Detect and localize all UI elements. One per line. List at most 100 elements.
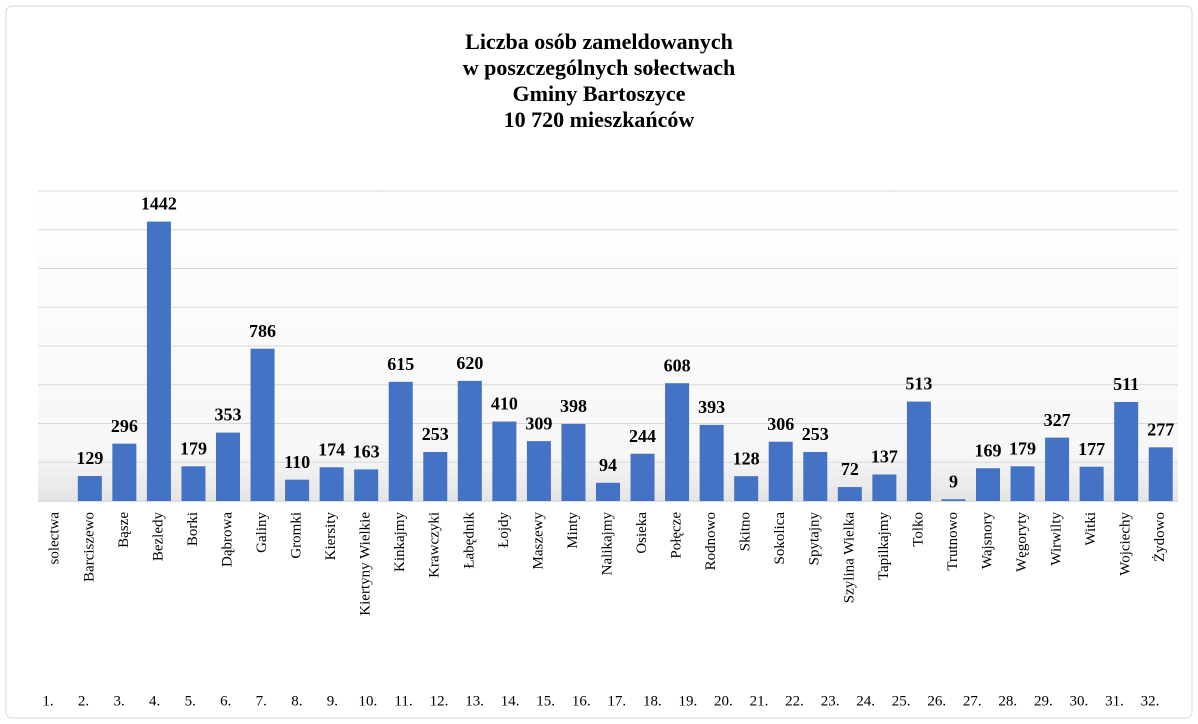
row-number: 30. — [1070, 693, 1089, 709]
value-label: 179 — [180, 438, 207, 458]
value-label: 128 — [733, 448, 760, 468]
row-number: 28. — [998, 693, 1017, 709]
x-tick-label: Kinkajmy — [392, 512, 408, 572]
x-tick-label: Kiersity — [323, 512, 339, 561]
x-tick-label: Sokolica — [772, 512, 788, 565]
value-label: 129 — [76, 448, 103, 468]
x-tick-label: Łojdy — [496, 512, 512, 548]
bar — [768, 441, 793, 501]
row-number: 20. — [714, 693, 733, 709]
row-number: 2. — [78, 693, 89, 709]
chart-title: Gminy Bartoszyce — [513, 81, 686, 106]
bar — [1045, 437, 1070, 501]
row-number: 17. — [607, 693, 626, 709]
bar — [630, 453, 655, 501]
value-label: 306 — [767, 414, 794, 434]
row-number: 5. — [185, 693, 196, 709]
bar — [146, 221, 171, 502]
x-tick-label: Wirwilty — [1049, 512, 1065, 566]
row-number: 22. — [785, 693, 804, 709]
chart-title: Liczba osób zameldowanych — [465, 29, 733, 54]
x-tick-label: Gromki — [289, 512, 305, 559]
x-tick-label: Spytajny — [807, 512, 823, 566]
row-number: 19. — [678, 693, 697, 709]
row-number: 18. — [643, 693, 662, 709]
x-tick-label: Trutnowo — [945, 512, 961, 571]
bar — [1148, 447, 1173, 501]
value-label: 398 — [560, 396, 587, 416]
bar — [216, 432, 240, 501]
row-number: 29. — [1034, 693, 1053, 709]
row-number: 7. — [256, 693, 267, 709]
row-number: 9. — [327, 693, 338, 709]
bar — [941, 499, 966, 501]
row-number: 12. — [430, 693, 449, 709]
bar — [976, 468, 1000, 501]
bar — [319, 467, 344, 501]
bar — [699, 424, 724, 501]
row-number: 1. — [42, 693, 53, 709]
plot-background — [38, 180, 1178, 502]
value-label: 786 — [249, 321, 276, 341]
value-label: 169 — [975, 440, 1002, 460]
x-tick-label: Szylina Wielka — [841, 512, 857, 604]
row-number: 3. — [113, 693, 124, 709]
value-label: 615 — [387, 354, 414, 374]
x-tick-label: Połęcze — [669, 512, 685, 559]
bar — [1079, 466, 1104, 501]
bar — [803, 451, 828, 501]
x-tick-label: Minty — [565, 512, 581, 549]
x-tick-label: Skitno — [738, 512, 754, 551]
bar — [906, 401, 931, 501]
value-label: 608 — [664, 355, 691, 375]
chart-title: 10 720 mieszkańców — [504, 107, 695, 132]
x-tick-label: Bąsze — [116, 512, 132, 548]
value-label: 309 — [525, 413, 552, 433]
bar — [181, 466, 206, 501]
bar — [734, 476, 759, 501]
bar — [526, 441, 551, 501]
x-tick-label: Maszewy — [530, 512, 546, 570]
x-tick-label: Krawczyki — [427, 512, 443, 578]
value-label: 1442 — [141, 194, 177, 214]
value-label: 620 — [456, 353, 483, 373]
row-number: 21. — [750, 693, 769, 709]
bar — [250, 348, 275, 501]
value-label: 277 — [1147, 419, 1174, 439]
bar — [354, 469, 379, 501]
x-tick-label: Węgoryty — [1014, 512, 1030, 572]
value-label: 511 — [1113, 374, 1139, 394]
row-number: 15. — [536, 693, 555, 709]
x-tick-label: Wajsnory — [979, 512, 995, 570]
value-label: 393 — [698, 397, 725, 417]
row-number: 32. — [1141, 693, 1160, 709]
value-label: 177 — [1078, 439, 1105, 459]
bar — [77, 476, 102, 501]
x-tick-label: Nalikajmy — [599, 512, 615, 576]
row-number: 23. — [821, 693, 840, 709]
bar — [596, 482, 620, 501]
value-label: 253 — [422, 424, 449, 444]
x-tick-label: Witki — [1083, 512, 1099, 546]
row-number: 11. — [394, 693, 412, 709]
row-number: 31. — [1105, 693, 1124, 709]
value-label: 513 — [905, 374, 932, 394]
chart-title: w poszczególnych sołectwach — [463, 55, 736, 80]
bar — [112, 443, 137, 501]
row-number: 4. — [149, 693, 160, 709]
x-tick-label: Galiny — [254, 512, 270, 553]
x-tick-label: Rodnowo — [703, 512, 719, 570]
x-tick-label: solectwa — [47, 512, 63, 565]
row-number: 13. — [465, 693, 484, 709]
bar — [1114, 401, 1139, 501]
value-label: 110 — [284, 452, 310, 472]
value-label: 94 — [599, 455, 617, 475]
row-number: 14. — [501, 693, 520, 709]
x-tick-label: Łabędnik — [461, 512, 477, 569]
bar — [388, 381, 413, 501]
x-tick-label: Barciszewo — [81, 512, 97, 582]
x-tick-label: Żydowo — [1152, 512, 1168, 562]
bar — [492, 421, 517, 501]
bar — [837, 487, 862, 501]
